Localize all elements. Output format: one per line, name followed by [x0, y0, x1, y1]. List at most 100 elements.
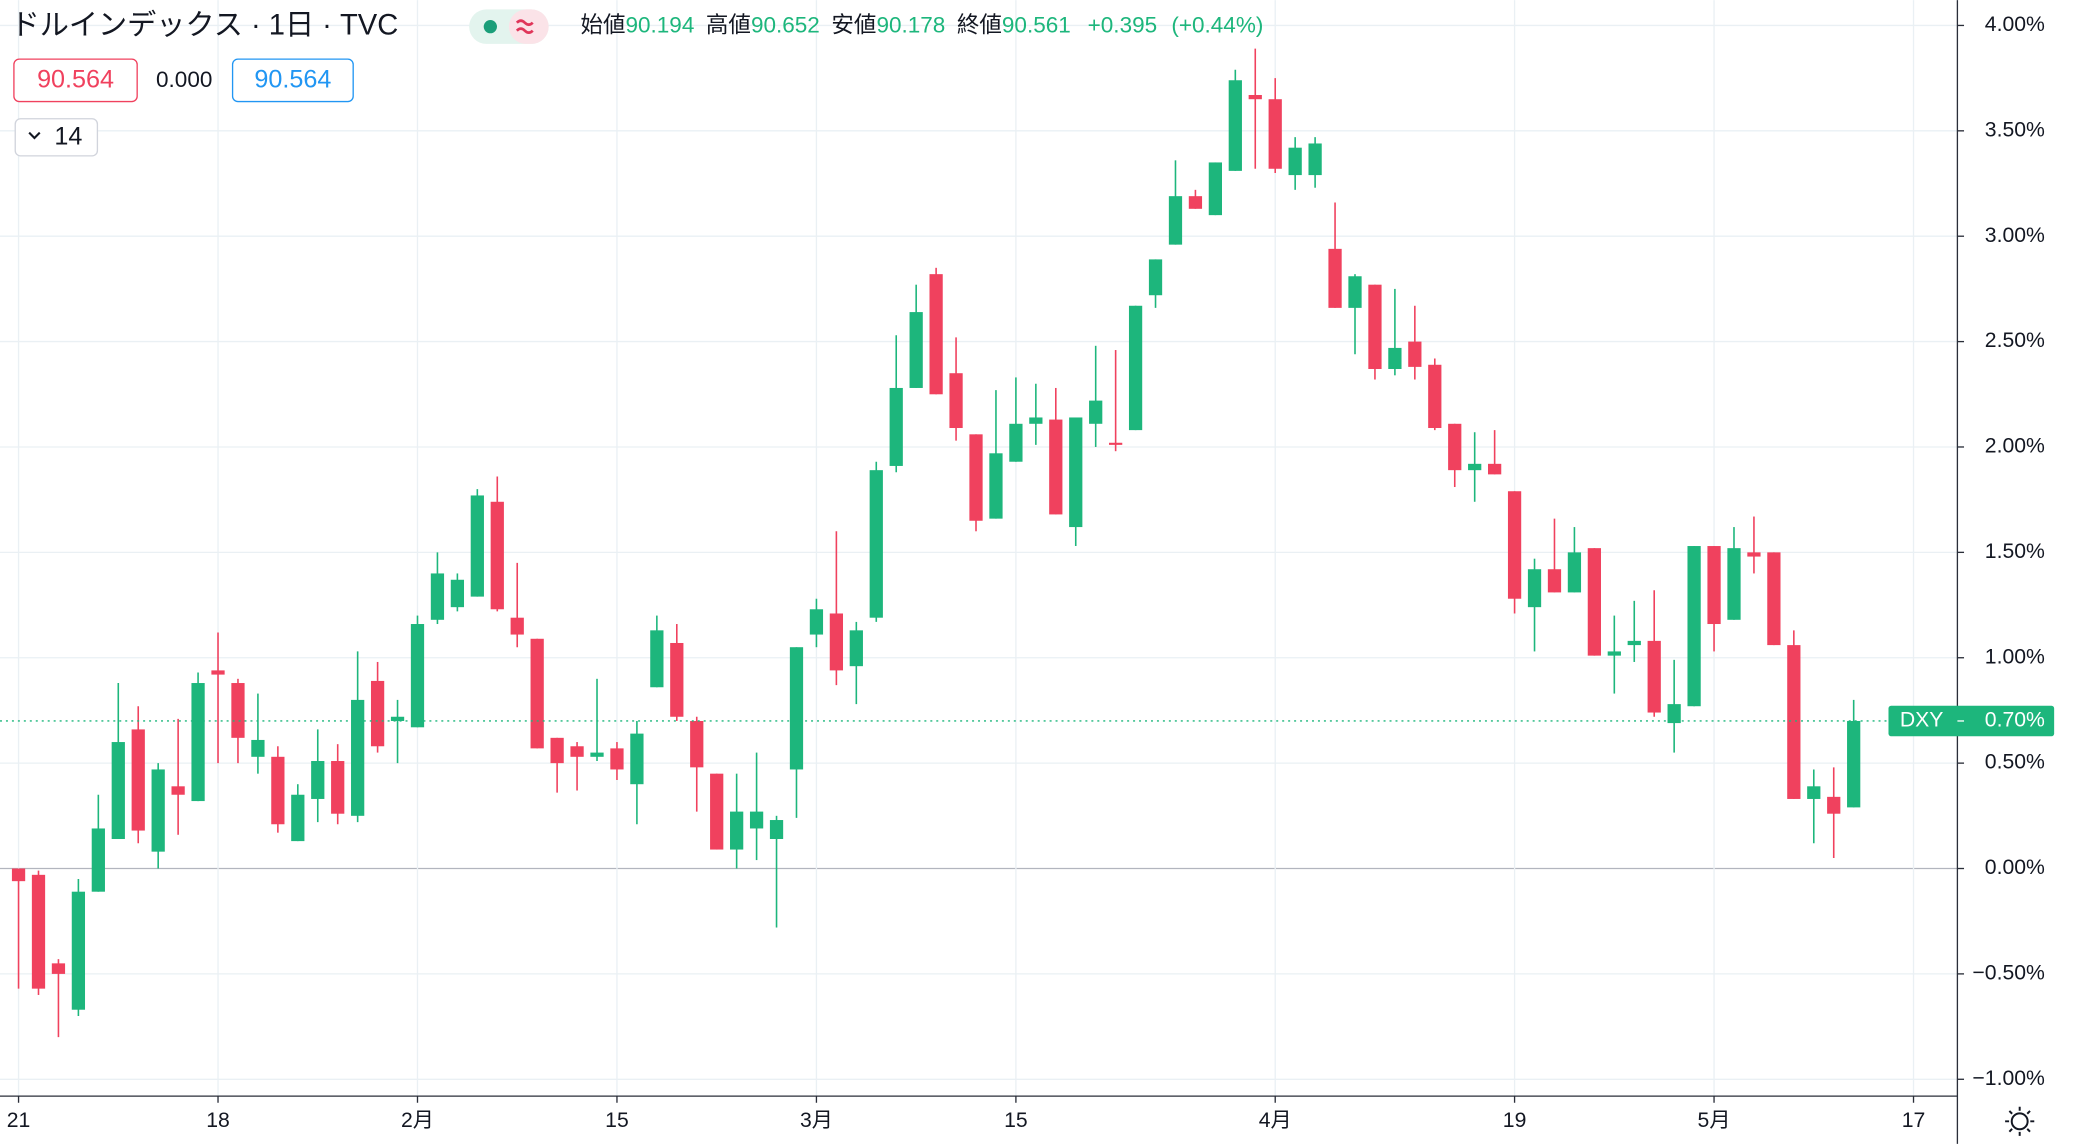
candle-body [370, 680, 385, 747]
x-tick-label: 18 [206, 1109, 230, 1132]
dropdown-chevron[interactable] [28, 131, 41, 140]
candle-body [1328, 248, 1342, 308]
candle-body [1408, 341, 1422, 367]
candle-body [989, 453, 1003, 519]
y-tick-label: 0.50% [1985, 751, 2045, 774]
last-price-box [1888, 705, 2055, 737]
sell-price[interactable]: 90.564 [37, 66, 114, 94]
candle-body [789, 647, 804, 770]
chart-title: ドルインデックス · 1日 · TVC [11, 8, 399, 41]
y-tick-label: 3.00% [1985, 224, 2045, 247]
candle-body [550, 737, 564, 764]
high-label: 高値 [706, 13, 751, 38]
x-tick-label: 15 [1004, 1109, 1028, 1132]
candle-body [630, 733, 644, 785]
x-tick-label: 5月 [1698, 1109, 1731, 1132]
buy-button[interactable]: 90.564 [231, 58, 354, 103]
plot-area [0, 48, 1958, 1038]
candle-body [610, 748, 624, 770]
candle-body [1767, 552, 1781, 646]
buy-price[interactable]: 90.564 [254, 66, 331, 94]
toggle-pill-right[interactable] [508, 9, 549, 44]
last-price-value: 0.70% [1985, 709, 2045, 732]
open-label: 始値 [580, 13, 625, 38]
candle-body [1248, 94, 1262, 100]
candle-body [1607, 651, 1621, 656]
toggle-wave[interactable] [515, 19, 534, 34]
candle-body [530, 638, 544, 749]
candle-body [1667, 704, 1681, 724]
candle-body [749, 811, 764, 829]
candle-body [969, 434, 983, 521]
indicator-count[interactable]: 14 [54, 123, 82, 151]
candle-body [1228, 80, 1242, 171]
toggle-dot[interactable] [483, 20, 497, 34]
candle-body [869, 470, 883, 618]
candle-body [1308, 143, 1322, 176]
candle-body [430, 573, 445, 620]
candle-body [570, 746, 584, 757]
candle-body [51, 963, 66, 974]
high-value: 90.652 [751, 13, 820, 38]
candle-body [1727, 548, 1741, 620]
candle-body [1268, 99, 1282, 169]
candle-body [670, 642, 684, 717]
candle-body [1428, 364, 1442, 429]
candle-body [311, 761, 325, 799]
candle-body [390, 716, 405, 721]
x-tick-label: 3月 [800, 1109, 833, 1132]
y-tick-label: −1.00% [1972, 1067, 2045, 1090]
x-tick-label: 15 [605, 1109, 629, 1132]
y-tick-label: 2.50% [1985, 329, 2045, 352]
candle-body [1747, 552, 1761, 557]
y-tick-label: 1.50% [1985, 540, 2045, 563]
candle-body [271, 756, 285, 825]
candle-body [291, 794, 305, 842]
candle-body [1368, 284, 1382, 369]
sell-button[interactable]: 90.564 [13, 58, 138, 103]
candle-body [1009, 423, 1023, 462]
candle-body [450, 579, 465, 608]
candle-body [929, 274, 943, 395]
candle-body [1468, 463, 1482, 471]
visibility-toggle[interactable] [469, 9, 549, 44]
candle-body [1109, 442, 1123, 445]
indicator-dropdown[interactable]: 14 [14, 118, 99, 157]
x-tick-label: 4月 [1259, 1109, 1292, 1132]
candle-body [849, 630, 863, 667]
settings-icon[interactable] [2010, 1112, 2029, 1131]
candle-body [1807, 786, 1821, 799]
candle-body [1049, 419, 1063, 515]
candle-body [1787, 645, 1801, 799]
candle-body [909, 312, 923, 388]
candle-body [1488, 463, 1502, 475]
candle-body [71, 891, 86, 1010]
settings-rays[interactable] [2005, 1106, 2035, 1136]
candle-body [1148, 259, 1163, 296]
candle-body [171, 786, 185, 795]
y-tick-label: 1.00% [1985, 645, 2045, 668]
buy-box[interactable] [231, 58, 354, 103]
candle-body [231, 683, 245, 738]
y-tick-label: 2.00% [1985, 435, 2045, 458]
candle-body [1567, 552, 1582, 593]
settings-button[interactable] [2005, 1106, 2035, 1136]
candle-body [1847, 720, 1861, 808]
change-percent: (+0.44%) [1171, 13, 1263, 38]
dropdown-box[interactable] [14, 118, 99, 157]
candle-body [131, 729, 145, 831]
x-tick-label: 2月 [401, 1109, 434, 1132]
candle-body [251, 739, 265, 757]
candle-body [191, 683, 205, 802]
close-value: 90.561 [1002, 13, 1071, 38]
y-tick-label: −0.50% [1972, 961, 2045, 984]
candle-body [829, 613, 844, 671]
sell-box[interactable] [13, 58, 138, 103]
candle-body [1089, 400, 1103, 424]
candle-body [1587, 548, 1601, 656]
candle-body [151, 769, 165, 852]
candle-body [690, 720, 704, 768]
candle-body [91, 828, 105, 892]
